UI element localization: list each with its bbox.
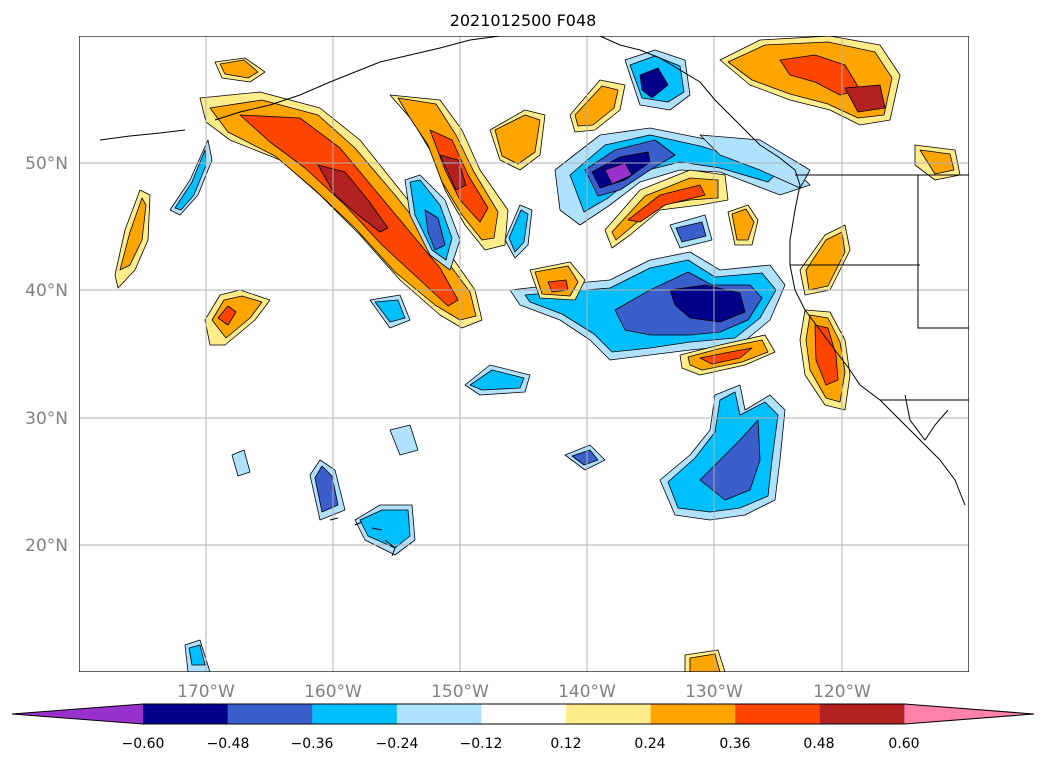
positive-arc-north: [604, 169, 729, 249]
lon-label: 170°W: [177, 682, 235, 702]
positive-coastal-california: [799, 309, 851, 411]
colorbar-tick-label: −0.12: [460, 736, 503, 752]
colorbar-segment: [566, 704, 652, 724]
colorbar-tick-label: 0.60: [888, 736, 919, 752]
colorbar-segment: [904, 704, 1034, 724]
negative-alaska-panhandle: [624, 49, 811, 189]
colorbar-tick-label: −0.36: [291, 736, 334, 752]
colorbar-segment: [12, 704, 143, 724]
colorbar-tick-label: −0.24: [376, 736, 419, 752]
colorbar: −0.60 −0.48 −0.36 −0.24 −0.12 0.12 0.24 …: [11, 703, 1035, 752]
colorbar-outline: [11, 703, 1035, 725]
colorbar-segment: [735, 704, 821, 724]
map-panel: [79, 36, 969, 672]
colorbar-segments: [11, 703, 1035, 725]
negative-blob-south: [659, 384, 786, 521]
contour-fields: [114, 36, 961, 672]
lon-label: 160°W: [304, 682, 362, 702]
coastlines: [99, 36, 969, 557]
latitude-labels: 50°N 40°N 30°N 20°N: [25, 154, 68, 556]
colorbar-segment: [650, 704, 736, 724]
western-scattered-features: [114, 57, 851, 672]
colorbar-segment: [819, 704, 905, 724]
lon-label: 120°W: [813, 682, 871, 702]
positive-patch-south: [679, 334, 776, 376]
positive-northeast: [569, 36, 961, 181]
colorbar-segment: [481, 704, 567, 724]
colorbar-tick-label: 0.24: [634, 736, 665, 752]
lon-label: 150°W: [431, 682, 489, 702]
positive-band-north: [389, 94, 509, 251]
lon-label: 130°W: [685, 682, 743, 702]
colorbar-tick-label: −0.48: [207, 736, 250, 752]
longitude-labels: 170°W 160°W 150°W 140°W 130°W 120°W: [177, 682, 871, 702]
negative-blob-central: [509, 251, 786, 361]
lat-label: 20°N: [25, 536, 68, 556]
colorbar-tick-label: 0.36: [719, 736, 750, 752]
colorbar-segment: [396, 704, 482, 724]
colorbar-segment: [312, 704, 398, 724]
lat-label: 30°N: [25, 409, 68, 429]
colorbar-tick-label: 0.12: [550, 736, 581, 752]
graticule: [79, 36, 969, 672]
lat-label: 50°N: [25, 154, 68, 174]
colorbar-tick-labels: −0.60 −0.48 −0.36 −0.24 −0.12 0.12 0.24 …: [122, 736, 920, 752]
lat-label: 40°N: [25, 281, 68, 301]
lon-label: 140°W: [558, 682, 616, 702]
map-title: 2021012500 F048: [450, 11, 597, 30]
colorbar-tick-label: 0.48: [803, 736, 834, 752]
colorbar-tick-label: −0.60: [122, 736, 165, 752]
colorbar-segment: [143, 704, 229, 724]
colorbar-segment: [227, 704, 313, 724]
positive-band-central-pacific: [199, 91, 483, 329]
